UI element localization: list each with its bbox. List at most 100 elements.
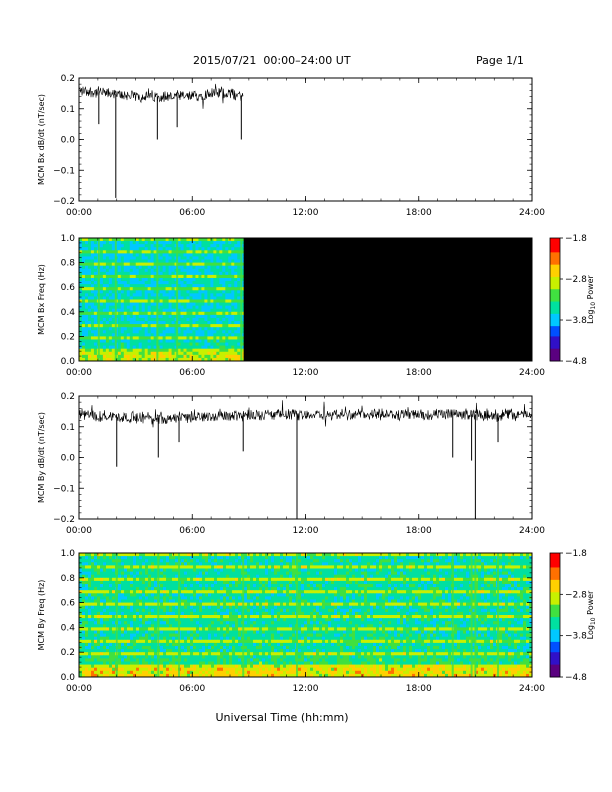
spectrogram-cell bbox=[102, 268, 107, 273]
spectrogram-cell bbox=[490, 577, 494, 582]
spectrogram-cell bbox=[412, 568, 416, 572]
spectrogram-cell bbox=[108, 277, 113, 282]
spectrogram-cell bbox=[325, 562, 329, 566]
spectrogram-cell bbox=[151, 580, 155, 585]
spectrogram-cell bbox=[120, 351, 125, 356]
spectrogram-cell bbox=[201, 357, 205, 362]
spectrogram-cell bbox=[202, 599, 206, 603]
spectrogram-cell bbox=[319, 577, 323, 582]
spectrogram-cell bbox=[313, 596, 317, 600]
spectrogram-cell bbox=[373, 593, 377, 597]
spectrogram-cell bbox=[238, 596, 242, 600]
spectrogram-cell bbox=[334, 553, 338, 557]
x-tick-label: 00:00 bbox=[66, 526, 92, 536]
spectrogram-cell bbox=[159, 247, 163, 251]
spectrogram-cell bbox=[79, 324, 83, 328]
spectrogram-cell bbox=[204, 296, 208, 300]
spectrogram-cell bbox=[192, 330, 196, 334]
spectrogram-cell bbox=[349, 587, 353, 591]
spectrogram-cell bbox=[322, 562, 326, 566]
spectrogram-cell bbox=[180, 357, 184, 362]
spectrogram-cell bbox=[100, 577, 104, 582]
spectrogram-cell bbox=[159, 305, 163, 310]
spectrogram-cell bbox=[150, 330, 155, 334]
spectrogram-cell bbox=[123, 238, 128, 242]
spectrogram-cell bbox=[133, 584, 137, 588]
spectrogram-cell bbox=[355, 580, 359, 585]
spectrogram-cell bbox=[226, 559, 230, 563]
spectrogram-cell bbox=[301, 553, 305, 557]
spectrogram-cell bbox=[216, 333, 220, 337]
spectrogram-cell bbox=[204, 345, 208, 350]
spectrogram-cell bbox=[210, 238, 214, 242]
spectrogram-cell bbox=[436, 593, 440, 597]
spectrogram-cell bbox=[196, 562, 200, 566]
spectrogram-cell bbox=[222, 333, 226, 337]
spectrogram-cell bbox=[219, 345, 223, 350]
spectrogram-cell bbox=[111, 314, 116, 319]
spectrogram-cell bbox=[162, 268, 166, 273]
spectrogram-cell bbox=[132, 311, 137, 316]
spectrogram-cell bbox=[216, 348, 220, 353]
spectrogram-cell bbox=[457, 568, 461, 572]
spectrogram-cell bbox=[124, 571, 128, 576]
spectrogram-cell bbox=[397, 587, 401, 591]
spectrogram-cell bbox=[325, 596, 329, 600]
spectrogram-cell bbox=[225, 281, 229, 285]
spectrogram-cell bbox=[511, 553, 515, 557]
spectrogram-cell bbox=[508, 593, 512, 597]
spectrogram-cell bbox=[133, 577, 137, 582]
spectrogram-cell bbox=[256, 584, 260, 588]
spectrogram-cell bbox=[93, 351, 98, 356]
spectrogram-cell bbox=[160, 565, 164, 569]
spectrogram-cell bbox=[195, 290, 199, 294]
spectrogram-cell bbox=[177, 296, 181, 300]
spectrogram-cell bbox=[412, 553, 416, 557]
spectrogram-cell bbox=[310, 571, 314, 576]
spectrogram-cell bbox=[120, 357, 125, 362]
spectrogram-cell bbox=[346, 562, 350, 566]
spectrogram-cell bbox=[90, 290, 95, 294]
spectrogram-cell bbox=[475, 556, 479, 560]
spectrogram-cell bbox=[111, 296, 116, 300]
spectrogram-cell bbox=[154, 565, 158, 569]
spectrogram-cell bbox=[322, 559, 326, 563]
spectrogram-cell bbox=[334, 590, 338, 594]
spectrogram-cell bbox=[216, 262, 220, 267]
spectrogram-cell bbox=[147, 324, 152, 328]
spectrogram-cell bbox=[310, 568, 314, 572]
spectrogram-cell bbox=[228, 284, 232, 288]
spectrogram-cell bbox=[234, 244, 238, 248]
spectrogram-cell bbox=[79, 342, 83, 347]
spectrogram-cell bbox=[103, 562, 107, 566]
spectrogram-cell bbox=[207, 321, 211, 325]
spectrogram-cell bbox=[319, 590, 323, 594]
spectrogram-cell bbox=[219, 293, 223, 297]
spectrogram-cell bbox=[195, 317, 199, 322]
spectrogram-cell bbox=[87, 238, 92, 242]
spectrogram-cell bbox=[150, 259, 155, 263]
spectrogram-cell bbox=[460, 568, 464, 572]
spectrogram-cell bbox=[163, 590, 167, 594]
spectrogram-cell bbox=[120, 268, 125, 273]
spectrogram-cell bbox=[274, 559, 278, 563]
spectrogram-cell bbox=[253, 577, 257, 582]
spectrogram-cell bbox=[283, 587, 287, 591]
spectrogram-cell bbox=[85, 587, 89, 591]
spectrogram-cell bbox=[196, 565, 200, 569]
spectrogram-cell bbox=[523, 577, 527, 582]
spectrogram-cell bbox=[514, 593, 518, 597]
spectrogram-cell bbox=[189, 342, 193, 347]
spectrogram-cell bbox=[427, 556, 431, 560]
spectrogram-cell bbox=[180, 247, 184, 251]
spectrogram-cell bbox=[123, 339, 128, 343]
spectrogram-cell bbox=[106, 587, 110, 591]
spectrogram-cell bbox=[234, 265, 238, 270]
spectrogram-cell bbox=[171, 330, 175, 334]
spectrogram-cell bbox=[508, 568, 512, 572]
spectrogram-cell bbox=[84, 271, 89, 276]
spectrogram-cell bbox=[123, 265, 128, 270]
spectrogram-cell bbox=[346, 593, 350, 597]
spectrogram-cell bbox=[352, 565, 356, 569]
spectrogram-cell bbox=[400, 584, 404, 588]
